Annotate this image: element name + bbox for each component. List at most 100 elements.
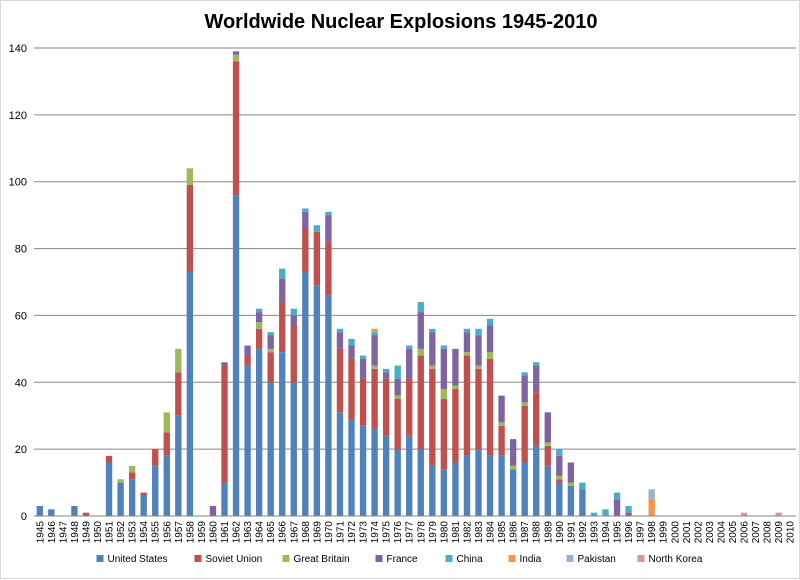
bar-segment-soviet-union — [521, 405, 528, 463]
bar-segment-soviet-union — [336, 348, 344, 413]
bar-segment-united-states — [232, 195, 240, 517]
bar-segment-china — [302, 208, 309, 212]
x-tick-label: 1996 — [624, 521, 635, 544]
x-tick-label: 1958 — [185, 521, 196, 544]
bar-segment-china — [486, 318, 494, 326]
bar-segment-great-britain — [232, 54, 240, 62]
x-tick-label: 1954 — [139, 521, 150, 544]
bar-segment-soviet-union — [556, 479, 563, 483]
bar-segment-united-states — [371, 429, 378, 516]
x-tick-label: 1976 — [393, 521, 404, 544]
bar-segment-united-states — [221, 482, 228, 516]
bar-segment-france — [463, 332, 471, 353]
y-tick-label: 80 — [15, 244, 27, 256]
bar-segment-china — [625, 505, 632, 513]
bar-segment-france — [556, 455, 563, 476]
x-tick-label: 1965 — [266, 521, 277, 544]
bar-segment-france — [209, 505, 217, 516]
bar-segment-soviet-union — [290, 325, 297, 383]
x-tick-label: 1990 — [555, 521, 566, 544]
x-tick-label: 1956 — [162, 521, 173, 544]
legend-label: North Korea — [649, 554, 703, 565]
x-tick-label: 1957 — [174, 521, 185, 544]
bar-segment-united-states — [359, 425, 367, 516]
x-tick-label: 1998 — [647, 521, 658, 544]
bar-segment-china — [336, 328, 344, 333]
bar-segment-france — [336, 332, 344, 349]
bar-segment-soviet-union — [163, 432, 170, 456]
bar-segment-great-britain — [440, 388, 448, 399]
x-tick-label: 1953 — [128, 521, 139, 544]
bar-segment-united-states — [36, 505, 43, 516]
bar-segment-united-states — [475, 449, 482, 516]
bars — [36, 51, 782, 517]
bar-segment-soviet-union — [175, 372, 182, 416]
x-tick-label: 1951 — [105, 521, 116, 544]
bar-segment-china — [406, 345, 413, 349]
y-tick-label: 0 — [21, 511, 27, 523]
bar-segment-france — [382, 372, 390, 379]
bar-segment-france — [279, 278, 286, 303]
bar-segment-great-britain — [509, 465, 517, 470]
x-tick-label: 2002 — [693, 521, 704, 544]
y-tick-label: 140 — [9, 43, 27, 55]
bar-segment-china — [279, 268, 286, 279]
bar-segment-soviet-union — [429, 368, 436, 466]
bar-segment-france — [521, 375, 528, 403]
legend: United States Soviet Union Great Britain Fr… — [96, 554, 703, 565]
bar-segment-united-states — [394, 449, 401, 516]
bar-segment-soviet-union — [152, 449, 159, 466]
bar-segment-china — [325, 211, 332, 216]
bar-segment-united-states — [429, 465, 436, 516]
x-tick-label: 1973 — [359, 521, 370, 544]
x-tick-label: 1961 — [220, 521, 231, 544]
x-tick-label: 2007 — [751, 521, 762, 544]
x-tick-label: 1966 — [278, 521, 289, 544]
bar-segment-soviet-union — [244, 355, 251, 366]
x-tick-label: 1975 — [382, 521, 393, 544]
bar-segment-china — [417, 302, 424, 313]
bar-segment-france — [255, 312, 263, 323]
bar-segment-north-korea — [775, 512, 782, 516]
bar-segment-united-states — [267, 382, 274, 516]
bar-segment-united-states — [244, 365, 251, 516]
bar-segment-united-states — [556, 482, 563, 516]
bar-segment-great-britain — [175, 348, 182, 373]
bar-segment-france — [440, 348, 448, 389]
bar-segment-soviet-union — [417, 355, 424, 450]
bar-segment-france — [475, 335, 482, 366]
bar-segment-soviet-union — [325, 241, 332, 296]
bar-segment-soviet-union — [382, 378, 390, 436]
bar-segment-soviet-union — [232, 61, 240, 196]
bar-segment-north-korea — [740, 512, 748, 516]
bar-segment-united-states — [544, 465, 551, 516]
x-tick-label: 1989 — [543, 521, 554, 544]
x-tick-label: 1980 — [439, 521, 450, 544]
bar-segment-soviet-union — [105, 455, 113, 463]
x-tick-label: 1947 — [58, 521, 69, 544]
bar-segment-great-britain — [463, 352, 471, 356]
bar-segment-soviet-union — [475, 368, 482, 450]
bar-segment-united-states — [128, 479, 136, 516]
bar-segment-india — [371, 328, 378, 333]
bar-segment-united-states — [313, 285, 321, 516]
bar-segment-china — [429, 328, 436, 333]
y-tick-label: 60 — [15, 310, 27, 322]
bar-segment-united-states — [567, 485, 575, 516]
bar-segment-soviet-union — [486, 358, 494, 456]
bar-segment-great-britain — [567, 482, 575, 486]
bar-segment-france — [429, 332, 436, 366]
bar-segment-soviet-union — [302, 228, 309, 272]
bar-segment-great-britain — [429, 365, 436, 369]
legend-label: United States — [108, 554, 168, 565]
bar-segment-soviet-union — [186, 185, 194, 272]
x-tick-label: 1992 — [578, 521, 589, 544]
bar-segment-china — [475, 328, 482, 336]
bar-segment-united-states — [336, 412, 344, 516]
y-tick-label: 100 — [9, 177, 27, 189]
bar-segment-france — [371, 335, 378, 366]
bar-segment-great-britain — [371, 365, 378, 369]
x-tick-label: 1974 — [370, 521, 381, 544]
bar-segment-china — [255, 308, 263, 313]
bar-segment-china — [556, 449, 563, 456]
